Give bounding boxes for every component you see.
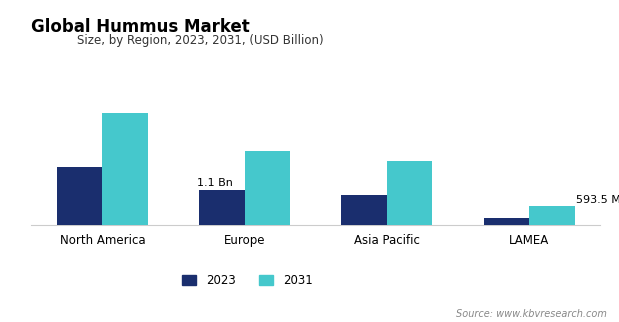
Bar: [199, 190, 245, 225]
Bar: [529, 206, 574, 225]
Bar: [483, 218, 529, 225]
Bar: [102, 113, 148, 225]
Bar: [341, 195, 387, 225]
Text: Size, by Region, 2023, 2031, (USD Billion): Size, by Region, 2023, 2031, (USD Billio…: [77, 34, 324, 47]
Text: 1.1 Bn: 1.1 Bn: [197, 178, 233, 188]
Text: Source: www.kbvresearch.com: Source: www.kbvresearch.com: [456, 309, 607, 319]
Bar: [387, 161, 432, 225]
Text: 593.5 Mn: 593.5 Mn: [576, 195, 619, 205]
Bar: [57, 167, 102, 225]
Legend: 2023, 2031: 2023, 2031: [178, 269, 318, 292]
Bar: [245, 151, 290, 225]
Text: Global Hummus Market: Global Hummus Market: [31, 18, 249, 36]
